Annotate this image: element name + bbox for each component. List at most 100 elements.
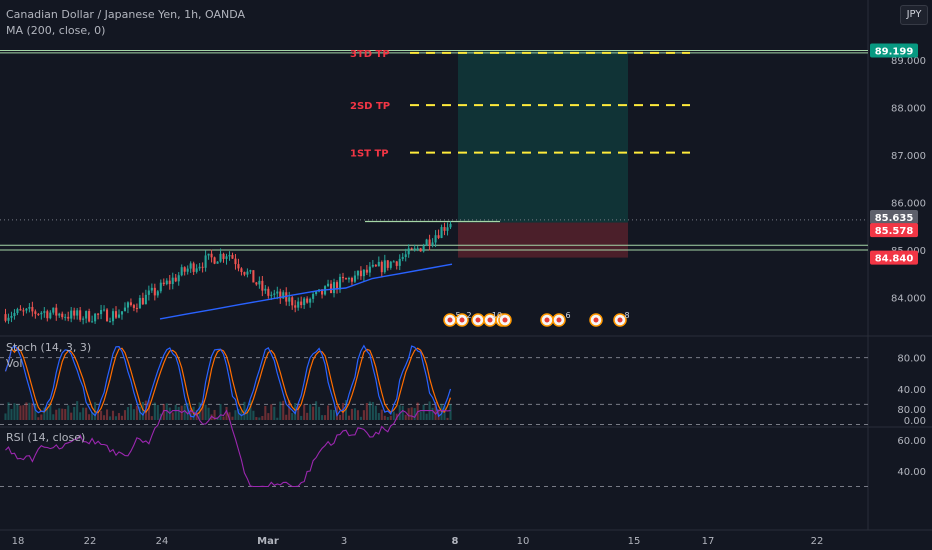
ma-indicator-label[interactable]: MA (200, close, 0) (6, 24, 106, 37)
rsi-indicator-label[interactable]: RSI (14, close) (6, 431, 86, 444)
candle-body (25, 308, 28, 311)
volume-bar (324, 415, 327, 420)
candle-body (177, 275, 180, 282)
candle-body (389, 261, 392, 268)
volume-bar (312, 406, 315, 420)
volume-bar (52, 414, 55, 420)
candle-body (327, 283, 330, 287)
volume-bar (443, 405, 446, 420)
candle-body (252, 270, 255, 283)
volume-bar (108, 416, 112, 420)
volume-bar (282, 400, 285, 420)
candle-body (135, 307, 138, 309)
candle-body (97, 313, 100, 315)
volume-bar (120, 415, 124, 420)
volume-bar (392, 411, 395, 420)
candle-body (174, 277, 177, 282)
candle-body (52, 307, 55, 313)
volume-bar (404, 414, 407, 420)
candle-body (422, 245, 425, 252)
volume-bar (129, 404, 132, 420)
volume-bar (362, 410, 365, 420)
volume-bar (67, 405, 70, 420)
volume-bar (165, 403, 168, 420)
volume-bar (327, 405, 330, 420)
price-tick-label: 89.000 (891, 56, 926, 67)
volume-bar (413, 408, 416, 420)
candle-body (165, 280, 168, 285)
stop-price-label: 84.840 (875, 254, 914, 265)
volume-bar (174, 404, 177, 420)
volume-bar (225, 406, 228, 420)
candle-body (392, 261, 395, 263)
candle-body (138, 297, 141, 309)
volume-bar (255, 417, 258, 420)
candle-body (386, 260, 389, 268)
candle-body (335, 282, 339, 290)
candle-body (243, 272, 246, 275)
candle-body (111, 311, 115, 322)
candle-body (267, 288, 270, 296)
volume-bar (300, 415, 303, 420)
ma-line (159, 263, 453, 320)
candle-body (231, 255, 234, 259)
last-price-label: 85.635 (875, 213, 914, 224)
time-tick-label: 24 (156, 536, 169, 547)
candle-body (353, 275, 356, 282)
volume-bar (19, 405, 22, 420)
candle-body (443, 227, 446, 231)
flag-dot-icon (556, 317, 562, 323)
position-loss-zone (458, 222, 628, 258)
volume-bar (237, 408, 240, 420)
volume-bar (49, 402, 52, 420)
candle-body (428, 239, 431, 246)
candle-body (7, 317, 10, 321)
candle-body (219, 253, 222, 262)
volume-bar (368, 401, 371, 420)
volume-bar (37, 417, 40, 420)
time-tick-label: 10 (517, 536, 530, 547)
volume-bar (7, 402, 10, 420)
stoch-indicator-label[interactable]: Stoch (14, 3, 3) (6, 341, 92, 354)
candle-body (159, 282, 162, 292)
candle-body (371, 264, 374, 267)
volume-bar (285, 414, 288, 420)
candle-body (40, 312, 43, 315)
volume-bar (401, 405, 404, 420)
candle-body (216, 261, 219, 264)
flag-dot-icon (593, 317, 599, 323)
candle-body (431, 242, 434, 246)
candle-body (380, 261, 383, 273)
take-profit-label: 1ST TP (350, 149, 389, 160)
candle-body (100, 310, 103, 315)
candle-body (329, 283, 333, 294)
volume-bar (273, 406, 276, 420)
candle-body (246, 271, 249, 275)
flag-dot-icon (487, 317, 493, 323)
volume-bar (117, 413, 121, 420)
time-tick-label: 22 (811, 536, 824, 547)
stoch-k-line (4, 344, 452, 418)
volume-bar (425, 413, 428, 420)
candle-body (73, 310, 76, 316)
symbol-title[interactable]: Canadian Dollar / Japanese Yen, 1h, OAND… (6, 8, 246, 21)
volume-bar (359, 416, 362, 420)
volume-bar (183, 405, 186, 420)
volume-bar (371, 401, 374, 420)
candle-body (49, 312, 52, 319)
currency-button[interactable]: JPY (900, 5, 928, 25)
volume-bar (150, 416, 153, 420)
candle-body (82, 318, 85, 320)
volume-bar (383, 415, 386, 420)
volume-bar (138, 406, 141, 420)
volume-bar (82, 407, 85, 420)
volume-bar (46, 406, 49, 420)
candle-body (132, 305, 135, 308)
volume-indicator-label[interactable]: Vol (6, 357, 23, 370)
volume-bar (243, 401, 246, 420)
volume-bar (315, 401, 318, 420)
volume-bar (189, 407, 192, 420)
time-tick-label: 15 (628, 536, 641, 547)
stoch-tick-label: 80.00 (897, 354, 926, 365)
